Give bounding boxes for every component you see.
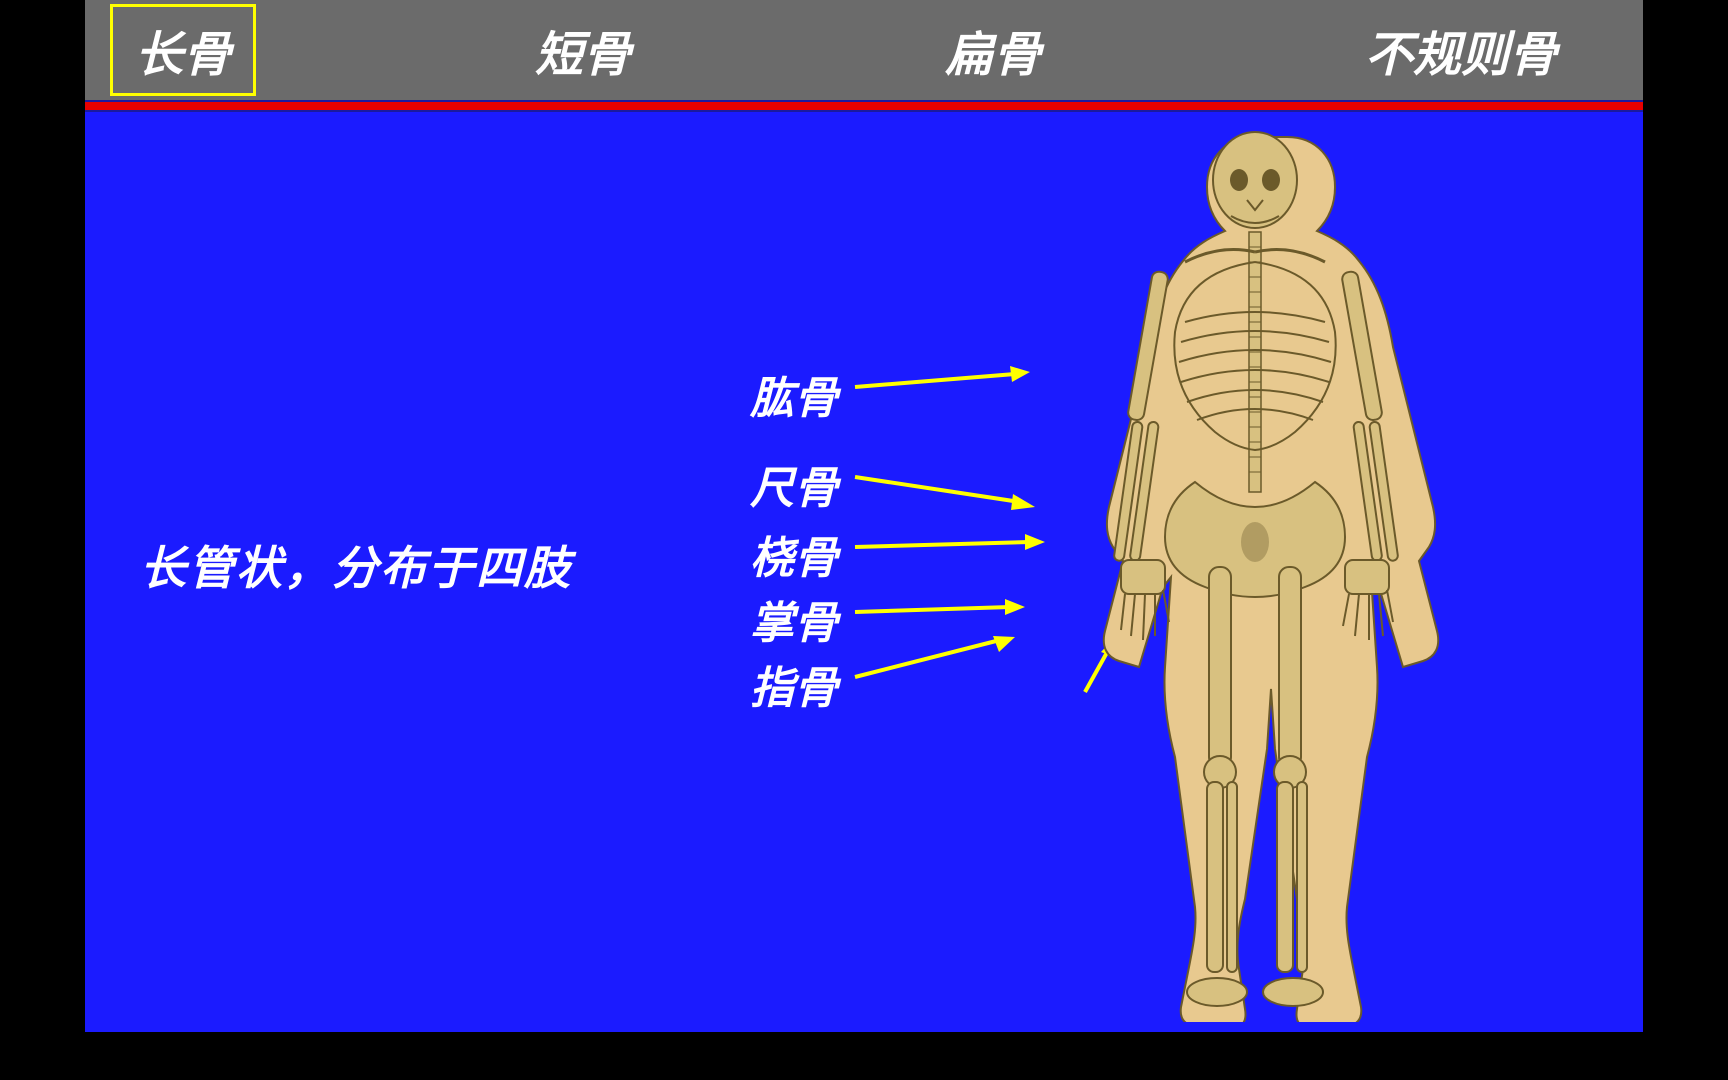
divider-line (85, 100, 1643, 112)
content-panel: 长管状，分布于四肢 肱骨 尺骨 桡骨 掌骨 指骨 (85, 112, 1643, 1032)
tab-irregular-bone[interactable]: 不规则骨 (1345, 15, 1577, 85)
tab-bar: 长骨 短骨 扁骨 不规则骨 (85, 0, 1643, 100)
stage: 长骨 短骨 扁骨 不规则骨 长管状，分布于四肢 肱骨 尺骨 桡骨 掌骨 指骨 (0, 0, 1728, 1080)
skeleton-figure (1025, 122, 1485, 1022)
tab-long-bone[interactable]: 长骨 (110, 4, 256, 96)
skeleton-icon (1025, 122, 1485, 1022)
tab-short-bone[interactable]: 短骨 (515, 15, 651, 85)
tab-flat-bone[interactable]: 扁骨 (925, 15, 1061, 85)
